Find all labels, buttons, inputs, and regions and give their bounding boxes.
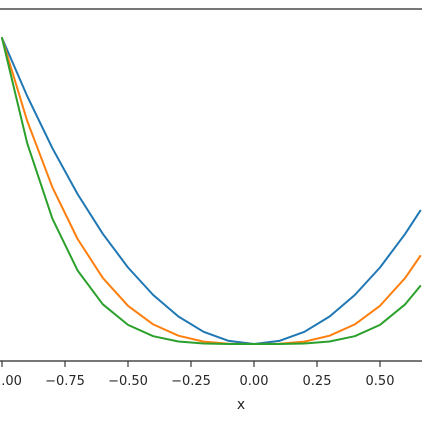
x-tick-label: 0.25 — [303, 374, 332, 389]
series-layer — [1, 37, 422, 345]
x-tick-label: 0.50 — [366, 374, 395, 389]
series-line-2 — [1, 37, 422, 345]
series-line-3 — [1, 37, 422, 345]
x-tick-label: −0.25 — [171, 374, 211, 389]
x-tick-label: −1.00 — [0, 374, 22, 389]
x-tick-label: −0.50 — [108, 374, 148, 389]
x-tick-label: −0.75 — [45, 374, 85, 389]
x-tick-label: 0.00 — [240, 374, 269, 389]
x-axis-label: x — [237, 397, 245, 413]
series-line-1 — [1, 37, 422, 345]
plot-area: −1.00 −0.75 −0.50 −0.25 0.00 0.25 0.50 x — [0, 8, 422, 413]
x-ticks: −1.00 −0.75 −0.50 −0.25 0.00 0.25 0.50 — [0, 361, 394, 389]
